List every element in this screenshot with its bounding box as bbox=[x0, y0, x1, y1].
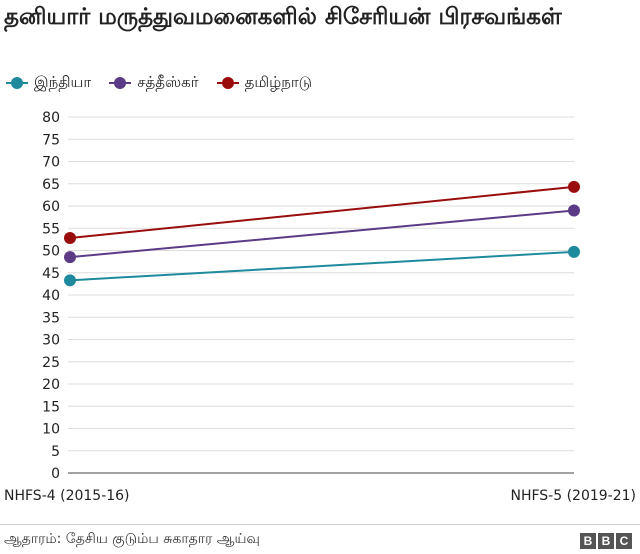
legend-label-tamilnadu: தமிழ்நாடு bbox=[244, 73, 313, 91]
chart-title: தனியார் மருத்துவமனைகளில் சிசேரியன் பிரசவ… bbox=[4, 4, 562, 30]
bbc-logo-block-b2: B bbox=[598, 533, 614, 549]
y-tick-label: 80 bbox=[42, 110, 60, 126]
legend-marker-tamilnadu bbox=[216, 77, 239, 89]
legend-item-india: இந்தியா bbox=[6, 73, 91, 93]
data-point bbox=[568, 245, 580, 258]
y-tick-label: 30 bbox=[42, 333, 60, 349]
y-tick-label: 50 bbox=[42, 244, 60, 260]
legend-item-tamilnadu: தமிழ்நாடு bbox=[216, 73, 313, 93]
legend-item-chhattisgarh: சத்தீஸ்கர் bbox=[109, 73, 199, 93]
data-point bbox=[568, 204, 580, 217]
y-tick-label: 55 bbox=[42, 221, 60, 237]
y-tick-label: 10 bbox=[42, 422, 60, 438]
y-tick-label: 45 bbox=[42, 266, 60, 282]
legend: இந்தியா சத்தீஸ்கர் தமிழ்நாடு bbox=[6, 72, 312, 94]
data-point bbox=[568, 180, 580, 193]
data-point bbox=[64, 232, 76, 245]
x-tick-label: NHFS-4 (2015-16) bbox=[4, 488, 130, 504]
y-tick-label: 0 bbox=[51, 466, 60, 482]
y-tick-label: 15 bbox=[42, 399, 60, 415]
series-line bbox=[69, 250, 575, 282]
y-tick-label: 40 bbox=[42, 288, 60, 304]
y-tick-label: 70 bbox=[42, 155, 60, 171]
footer-divider bbox=[0, 524, 640, 525]
y-tick-label: 75 bbox=[42, 132, 60, 148]
line-chart: 0 5 10 15 20 25 30 35 40 45 50 55 60 65 70 75 80 NHFS-4 (… bbox=[4, 110, 636, 504]
legend-label-chhattisgarh: சத்தீஸ்கர் bbox=[137, 73, 199, 91]
series-line bbox=[69, 209, 575, 259]
legend-label-india: இந்தியா bbox=[34, 73, 92, 91]
source-note: ஆதாரம்: தேசிய குடும்ப சுகாதார ஆய்வு bbox=[4, 531, 260, 547]
y-tick-label: 35 bbox=[42, 310, 60, 326]
bbc-logo-block-b1: B bbox=[580, 533, 596, 549]
y-tick-label: 20 bbox=[42, 377, 60, 393]
y-tick-label: 65 bbox=[42, 177, 60, 193]
y-tick-label: 60 bbox=[42, 199, 60, 215]
series-line bbox=[69, 185, 575, 240]
legend-marker-chhattisgarh bbox=[109, 77, 132, 89]
data-point bbox=[64, 274, 76, 287]
bbc-logo-block-c: C bbox=[616, 533, 632, 549]
data-point bbox=[64, 251, 76, 264]
y-tick-label: 25 bbox=[42, 355, 60, 371]
legend-marker-india bbox=[6, 77, 28, 89]
x-tick-label: NHFS-5 (2019-21) bbox=[510, 488, 636, 504]
y-tick-label: 5 bbox=[51, 444, 60, 460]
